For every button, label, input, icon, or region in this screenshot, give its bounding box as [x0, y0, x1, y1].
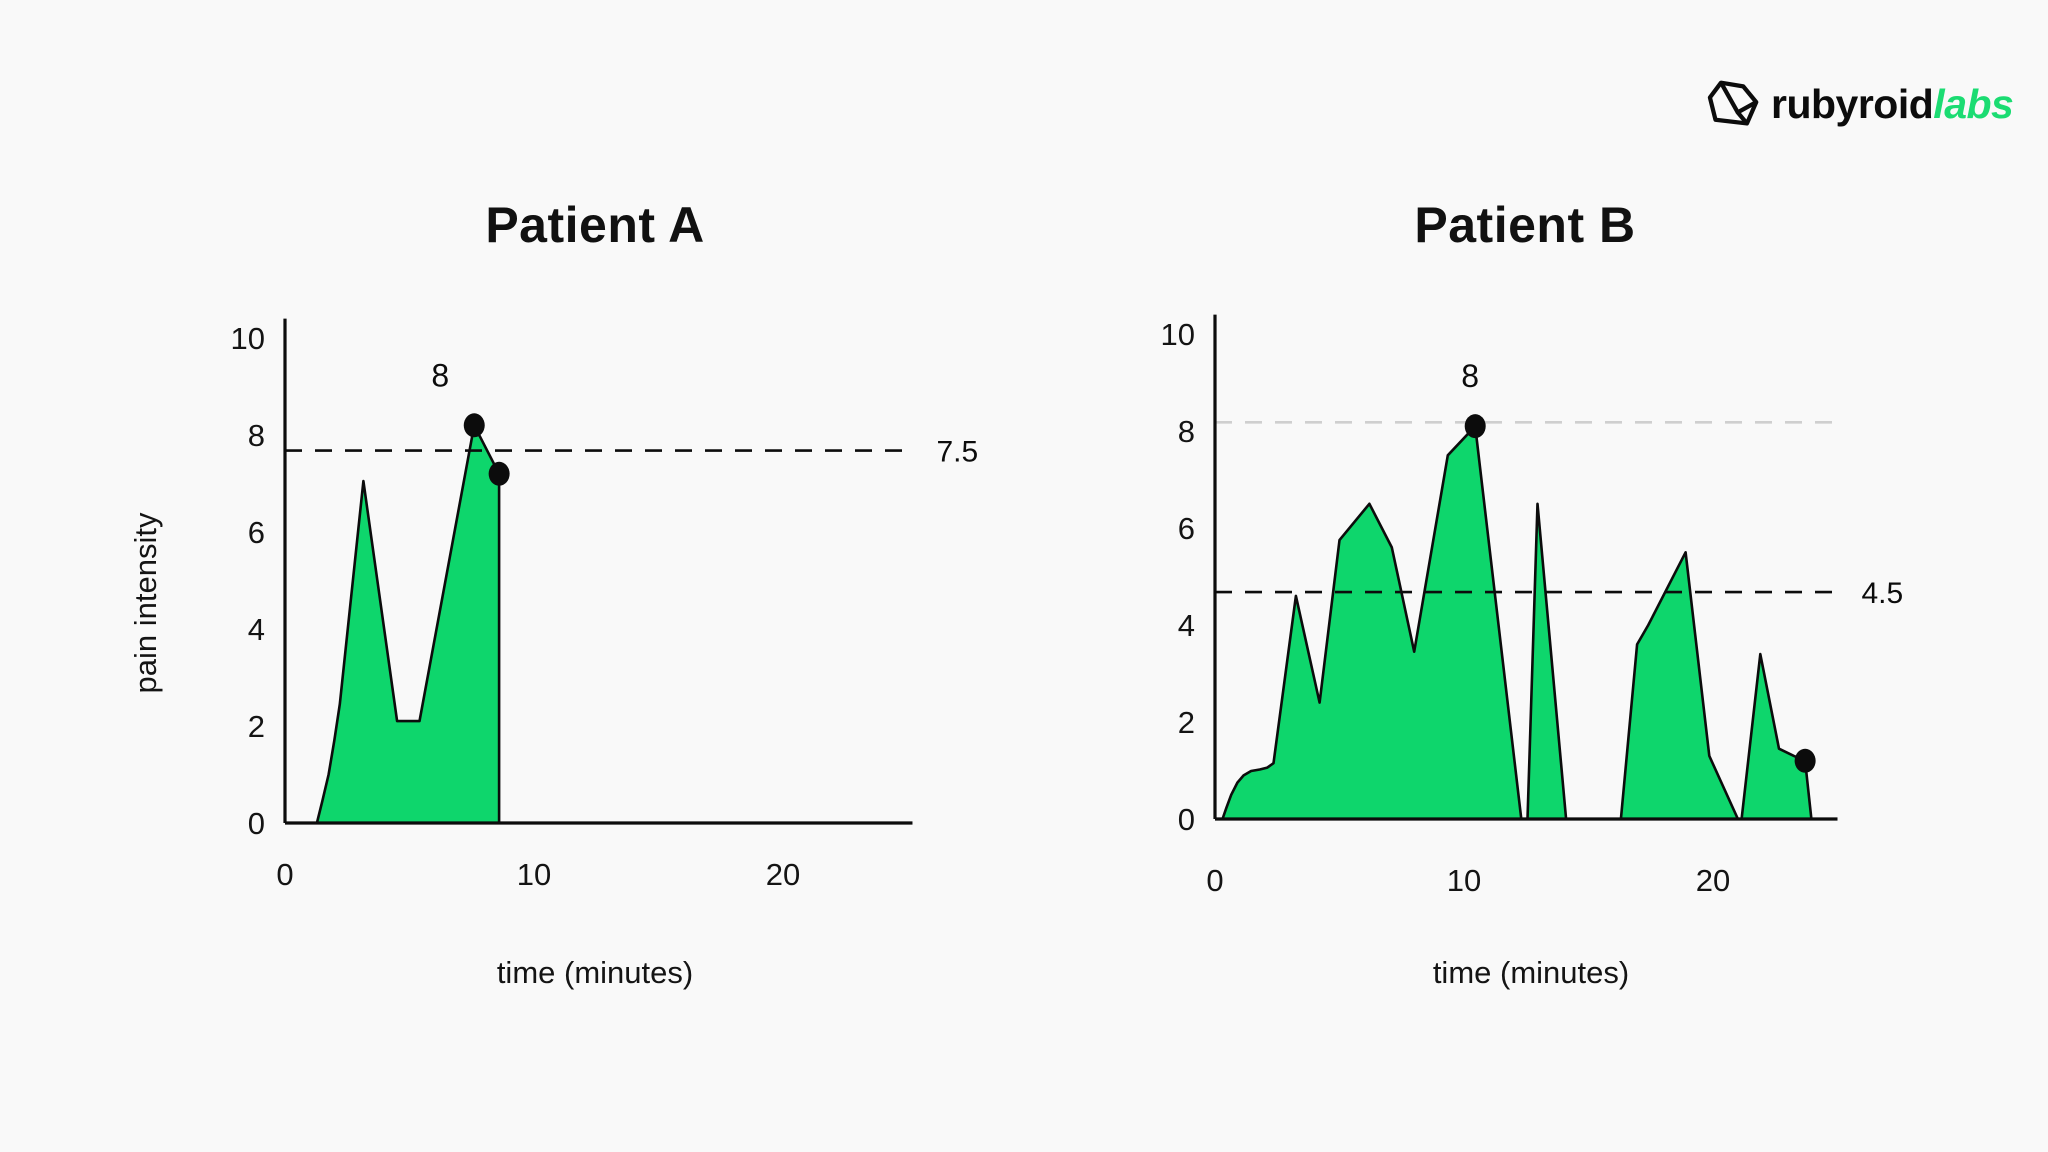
reference-line-label: 7.5 — [936, 436, 978, 469]
data-point-dot — [1464, 414, 1486, 439]
logo-suffix-text: labs — [1933, 81, 2014, 127]
patient-a-title: Patient A — [485, 197, 705, 253]
logo-wordmark: rubyroidlabs — [1771, 78, 2014, 130]
reference-line-label: 4.5 — [1862, 577, 1904, 610]
x-tick-label: 20 — [1696, 863, 1730, 898]
gem-icon — [1707, 80, 1759, 126]
patient-b-title: Patient B — [1414, 197, 1636, 253]
y-tick-label: 10 — [231, 321, 265, 356]
data-point-dot — [1794, 748, 1816, 773]
y-tick-label: 4 — [248, 612, 265, 647]
peak-value-annotation: 8 — [431, 357, 449, 393]
y-tick-label: 8 — [248, 418, 265, 453]
data-point-dot — [488, 461, 510, 486]
peak-value-annotation: 8 — [1461, 358, 1479, 394]
y-tick-label: 10 — [1161, 317, 1195, 352]
x-tick-label: 10 — [1447, 863, 1481, 898]
patient-a-plot: 7.5 0 2 4 6 8 10 0 10 20 8 — [231, 318, 978, 892]
y-tick-label: 0 — [1178, 802, 1195, 837]
x-tick-label: 0 — [276, 857, 293, 892]
y-tick-label: 0 — [248, 806, 265, 841]
patient-b-plot: 4.5 0 2 4 6 8 10 0 10 20 8 — [1161, 314, 1904, 898]
y-tick-label: 4 — [1178, 608, 1195, 643]
y-tick-label: 2 — [248, 709, 265, 744]
patient-a-x-axis-label: time (minutes) — [496, 955, 694, 990]
y-tick-label: 2 — [1178, 705, 1195, 740]
pain-area-fill — [316, 425, 500, 823]
patient-b-x-axis-label: time (minutes) — [1432, 955, 1630, 990]
data-point-dot — [463, 413, 485, 438]
x-tick-label: 10 — [517, 857, 551, 892]
pain-area-fill — [1222, 426, 1812, 819]
x-tick-label: 0 — [1206, 863, 1223, 898]
x-tick-label: 20 — [766, 857, 800, 892]
y-tick-label: 8 — [1178, 414, 1195, 449]
pain-curve — [315, 424, 501, 825]
rubyroidlabs-logo: rubyroidlabs — [1706, 78, 2014, 130]
y-tick-label: 6 — [1178, 511, 1195, 546]
logo-brand-text: rubyroid — [1771, 81, 1934, 127]
y-tick-label: 6 — [248, 515, 265, 550]
